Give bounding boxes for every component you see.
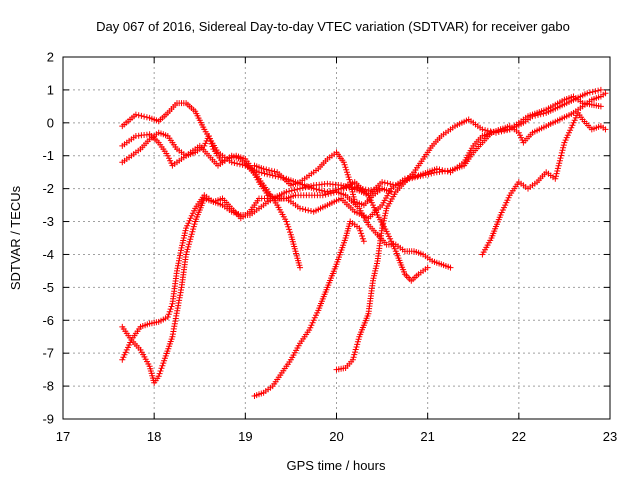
y-axis-label: SDTVAR / TECUs [8,185,23,290]
series-track-f [251,218,367,399]
x-tick-label: 19 [238,429,252,444]
x-axis-ticks: 17 18 19 20 21 22 23 [56,57,617,444]
y-tick-label: -7 [42,346,54,361]
data-markers [479,109,609,258]
series-track-e [119,90,609,386]
y-tick-label: -3 [42,214,54,229]
y-tick-label: -2 [42,181,54,196]
x-tick-label: 20 [329,429,343,444]
series-track-g [333,86,604,373]
grid-lines [63,57,610,419]
y-tick-label: -6 [42,313,54,328]
x-axis-label: GPS time / hours [287,458,386,473]
y-tick-label: -9 [42,412,54,427]
series-track-h [338,179,431,284]
data-markers [338,179,431,284]
data-markers [119,129,304,271]
data-markers [333,86,604,373]
y-tick-label: -1 [42,148,54,163]
series-layer [119,86,609,399]
data-markers [119,90,609,386]
series-track-i [251,149,395,209]
data-markers [251,149,395,209]
y-tick-label: 0 [47,115,54,130]
x-tick-label: 22 [512,429,526,444]
y-tick-label: 1 [47,82,54,97]
y-tick-label: -4 [42,247,54,262]
data-markers [251,218,367,399]
x-tick-label: 17 [56,429,70,444]
x-tick-label: 18 [147,429,161,444]
y-tick-label: 2 [47,50,54,65]
x-tick-label: 23 [603,429,617,444]
y-tick-label: -8 [42,379,54,394]
series-track-j [479,109,609,258]
y-axis-ticks: -9 -8 -7 -6 -5 -4 -3 -2 -1 0 1 2 [42,50,610,427]
series-track-c [119,129,304,271]
chart-title: Day 067 of 2016, Sidereal Day-to-day VTE… [96,19,570,34]
x-tick-label: 21 [420,429,434,444]
y-tick-label: -5 [42,280,54,295]
